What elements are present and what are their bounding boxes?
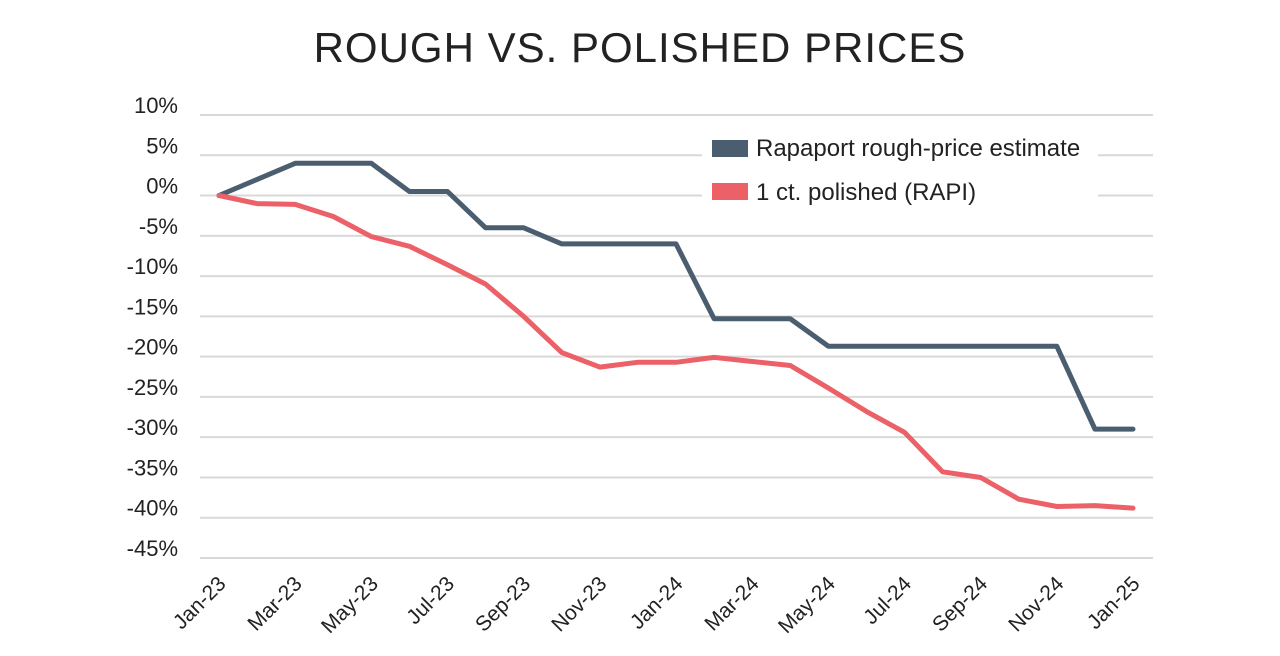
- x-tick-label: Mar-24: [700, 572, 764, 636]
- y-tick-label: -25%: [127, 375, 178, 400]
- gridlines: [200, 114, 1153, 559]
- y-tick-label: 10%: [134, 93, 178, 118]
- x-tick-label: Jul-23: [402, 572, 459, 629]
- y-tick-label: -10%: [127, 254, 178, 279]
- y-tick-label: -45%: [127, 536, 178, 561]
- y-tick-label: 5%: [146, 133, 178, 158]
- series-line-polished: [216, 193, 1136, 511]
- x-tick-label: Jan-23: [169, 572, 231, 634]
- y-tick-label: -40%: [127, 496, 178, 521]
- x-tick-label: Mar-23: [243, 572, 306, 635]
- x-tick-label: May-24: [774, 572, 840, 638]
- y-tick-label: -35%: [127, 455, 178, 480]
- x-tick-label: Jan-24: [626, 572, 688, 634]
- x-tick-label: Sep-23: [471, 572, 535, 636]
- x-tick-label: Sep-24: [928, 572, 992, 636]
- legend-label-polished: 1 ct. polished (RAPI): [756, 179, 976, 206]
- y-tick-label: -5%: [139, 214, 178, 239]
- legend: Rapaport rough-price estimate 1 ct. poli…: [702, 128, 1098, 212]
- legend-swatch-polished: [712, 183, 748, 200]
- series-line-rough: [216, 160, 1136, 432]
- x-tick-label: Jan-25: [1083, 572, 1145, 634]
- y-tick-label: 0%: [146, 174, 178, 199]
- x-tick-label: Nov-23: [547, 572, 611, 636]
- legend-swatch-rough: [712, 140, 748, 157]
- legend-label-rough: Rapaport rough-price estimate: [756, 135, 1080, 162]
- x-axis-tick-labels: Jan-23 Mar-23 May-23 Jul-23 Sep-23 Nov-23 Jan-…: [169, 572, 1145, 638]
- x-tick-label: Jul-24: [859, 572, 916, 629]
- x-tick-label: Nov-24: [1004, 572, 1068, 636]
- y-tick-label: -20%: [127, 335, 178, 360]
- y-tick-label: -15%: [127, 294, 178, 319]
- chart-title: ROUGH VS. POLISHED PRICES: [313, 24, 967, 71]
- y-tick-label: -30%: [127, 415, 178, 440]
- series-lines: [216, 160, 1136, 511]
- y-axis-tick-labels: 10% 5% 0% -5% -10% -15% -20% -25% -30% -35% -40% -4…: [127, 93, 178, 561]
- x-tick-label: May-23: [317, 572, 383, 638]
- legend-background: [702, 128, 1098, 212]
